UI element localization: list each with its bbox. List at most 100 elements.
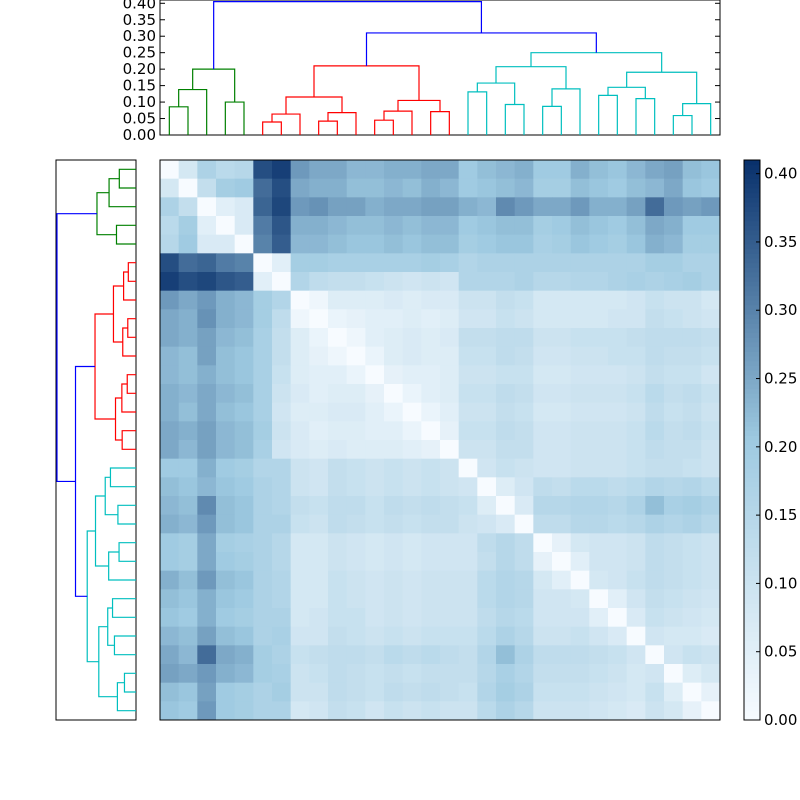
heatmap-cell xyxy=(234,496,254,516)
heatmap-cell xyxy=(514,626,534,646)
heatmap-cell xyxy=(645,160,665,180)
heatmap-cell xyxy=(234,234,254,254)
heatmap-cell xyxy=(701,402,721,422)
heatmap-cell xyxy=(589,384,609,404)
heatmap-cell xyxy=(309,421,329,441)
heatmap-cell xyxy=(608,701,628,721)
heatmap-cell xyxy=(346,496,366,516)
heatmap-cell xyxy=(589,309,609,329)
dendrogram-link xyxy=(94,313,116,420)
colorbar-segment xyxy=(744,421,760,427)
heatmap-cell xyxy=(197,458,217,478)
heatmap-cell xyxy=(626,309,646,329)
heatmap-cell xyxy=(645,496,665,516)
heatmap-cell xyxy=(234,290,254,310)
heatmap-cell xyxy=(570,365,590,385)
heatmap-cell xyxy=(160,402,180,422)
heatmap-cell xyxy=(440,216,460,236)
heatmap-cell xyxy=(664,552,684,572)
colorbar-segment xyxy=(744,253,760,259)
heatmap-cell xyxy=(272,589,292,609)
colorbar-segment xyxy=(744,244,760,250)
heatmap-cell xyxy=(309,626,329,646)
colorbar-segment xyxy=(744,547,760,553)
heatmap-cell xyxy=(645,682,665,702)
heatmap-cell xyxy=(290,384,310,404)
heatmap-cell xyxy=(477,160,497,180)
colorbar-segment xyxy=(744,211,760,217)
heatmap-cell xyxy=(496,402,516,422)
heatmap-cell xyxy=(533,626,553,646)
colorbar-segment xyxy=(744,491,760,497)
heatmap-cell xyxy=(234,328,254,348)
heatmap-cell xyxy=(589,160,609,180)
heatmap-cell xyxy=(197,608,217,628)
heatmap-cell xyxy=(626,216,646,236)
colorbar-tick-label: 0.40 xyxy=(764,165,797,183)
heatmap-cell xyxy=(477,682,497,702)
heatmap-cell xyxy=(626,645,646,665)
heatmap-cell xyxy=(421,365,441,385)
colorbar-segment xyxy=(744,276,760,282)
heatmap-cell xyxy=(421,197,441,217)
heatmap-cell xyxy=(477,570,497,590)
heatmap-cell xyxy=(496,178,516,198)
heatmap-cell xyxy=(496,440,516,460)
heatmap-cell xyxy=(253,608,273,628)
colorbar-segment xyxy=(744,701,760,707)
heatmap-cell xyxy=(477,402,497,422)
heatmap-cell xyxy=(645,608,665,628)
heatmap-cell xyxy=(346,309,366,329)
heatmap-cell xyxy=(160,384,180,404)
heatmap-cell xyxy=(552,272,572,292)
colorbar-segment xyxy=(744,416,760,422)
heatmap-cell xyxy=(664,402,684,422)
heatmap-cell xyxy=(533,346,553,366)
heatmap-cell xyxy=(608,384,628,404)
heatmap-cell xyxy=(365,328,385,348)
heatmap-cell xyxy=(197,682,217,702)
heatmap-cell xyxy=(309,328,329,348)
heatmap-cell xyxy=(365,533,385,553)
colorbar-segment xyxy=(744,230,760,236)
heatmap-cell xyxy=(552,234,572,254)
heatmap-cell xyxy=(533,384,553,404)
heatmap-cell xyxy=(178,701,198,721)
heatmap-cell xyxy=(178,216,198,236)
colorbar-segment xyxy=(744,556,760,562)
heatmap-cell xyxy=(160,608,180,628)
colorbar-segment xyxy=(744,169,760,175)
heatmap-cell xyxy=(346,216,366,236)
heatmap-cell xyxy=(421,664,441,684)
heatmap-cell xyxy=(626,440,646,460)
dendrogram-link xyxy=(374,119,394,135)
dendrogram-link xyxy=(271,113,301,135)
dendrogram-link xyxy=(118,168,136,189)
colorbar-segment xyxy=(744,402,760,408)
heatmap-cell xyxy=(234,645,254,665)
heatmap-cell xyxy=(346,160,366,180)
heatmap-cell xyxy=(197,365,217,385)
colorbar-segment xyxy=(744,570,760,576)
heatmap-cell xyxy=(533,589,553,609)
heatmap-cell xyxy=(197,496,217,516)
heatmap-cell xyxy=(533,701,553,721)
heatmap-cell xyxy=(328,197,348,217)
heatmap-cell xyxy=(384,458,404,478)
heatmap-cell xyxy=(701,272,721,292)
heatmap-cell xyxy=(253,701,273,721)
heatmap-cell xyxy=(552,701,572,721)
heatmap-cell xyxy=(197,328,217,348)
colorbar-segment xyxy=(744,692,760,698)
heatmap-cell xyxy=(682,234,702,254)
heatmap-cell xyxy=(290,272,310,292)
heatmap-cell xyxy=(682,216,702,236)
heatmap-cell xyxy=(216,402,236,422)
heatmap-cell xyxy=(253,402,273,422)
y-tick-label: 0.35 xyxy=(123,11,156,29)
heatmap-cell xyxy=(552,514,572,534)
colorbar-segment xyxy=(744,538,760,544)
heatmap-cell xyxy=(458,514,478,534)
heatmap-cell xyxy=(402,272,422,292)
y-tick-label: 0.25 xyxy=(123,44,156,62)
